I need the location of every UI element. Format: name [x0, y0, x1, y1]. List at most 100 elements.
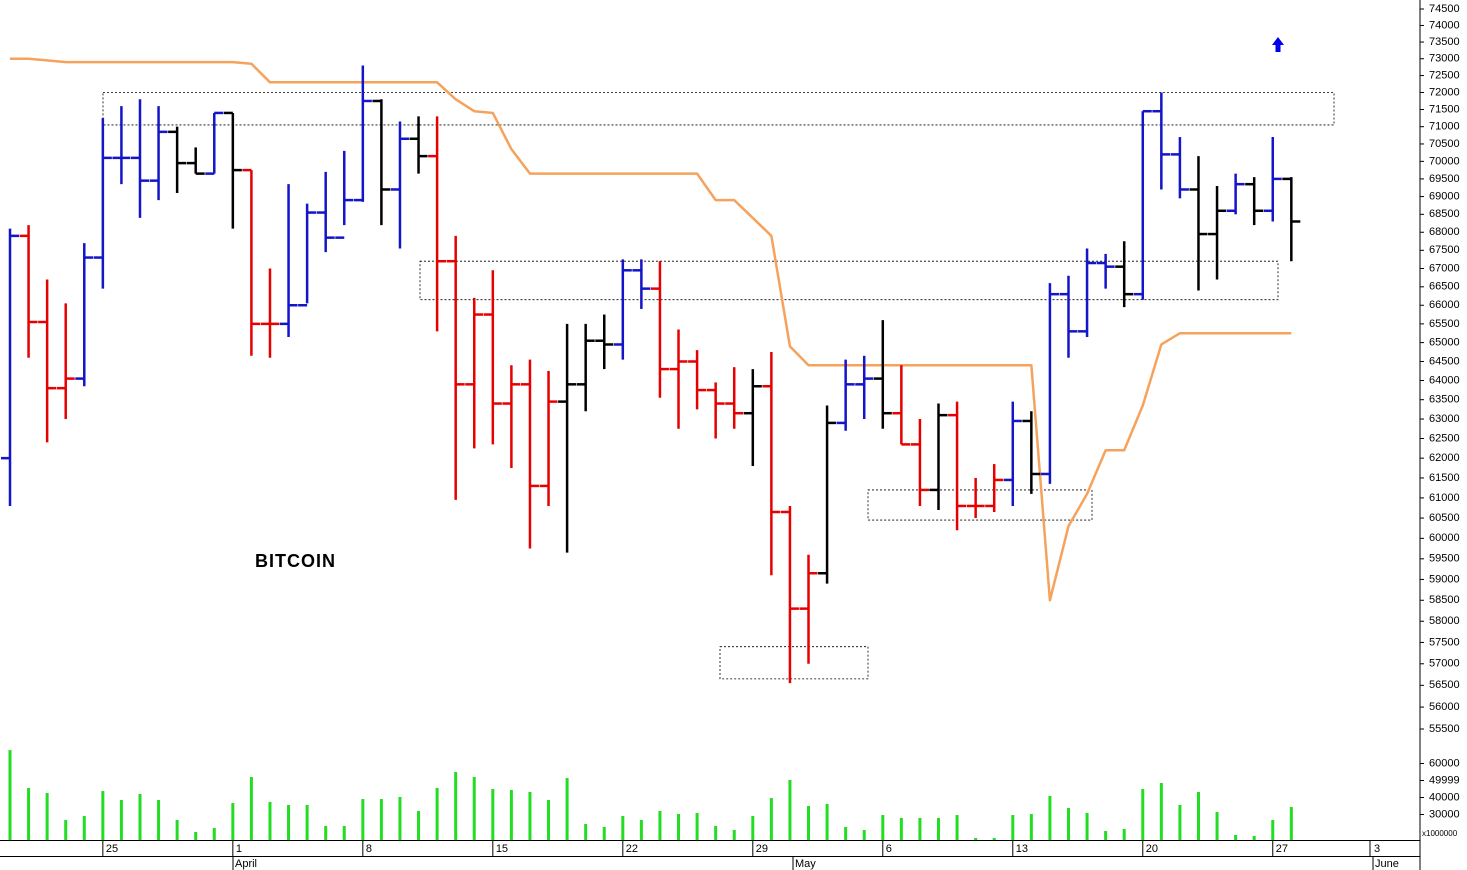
x-tick-label: 27 — [1276, 843, 1288, 855]
x-tick-label: 3 — [1374, 843, 1380, 855]
volume-bar — [807, 806, 811, 840]
volume-bar — [212, 828, 216, 840]
y-tick-label: 68000 — [1429, 226, 1460, 238]
volume-bar — [1196, 791, 1200, 840]
volume-bar — [1104, 830, 1108, 840]
volume-bar — [64, 820, 68, 840]
volume-bar — [417, 811, 421, 840]
volume-bar — [138, 794, 142, 840]
volume-bar — [565, 778, 569, 840]
month-label: June — [1375, 858, 1399, 870]
volume-bar — [27, 787, 31, 840]
volume-bar — [1271, 820, 1275, 840]
volume-bar — [231, 803, 235, 840]
x-tick-label: 29 — [756, 843, 768, 855]
volume-bar — [992, 837, 996, 840]
volume-bar — [454, 772, 458, 840]
y-tick-label: 56000 — [1429, 701, 1460, 713]
volume-bar — [45, 792, 49, 840]
volume-bar — [1234, 834, 1238, 840]
y-tick-label: 63000 — [1429, 413, 1460, 425]
volume-bar — [602, 826, 606, 840]
volume-bar — [695, 812, 699, 840]
volume-bar — [732, 829, 736, 840]
volume-bar — [324, 825, 328, 840]
y-tick-label: 62500 — [1429, 432, 1460, 444]
y-tick-label: 57000 — [1429, 658, 1460, 670]
volume-bar — [528, 791, 532, 840]
volume-bar — [639, 820, 643, 840]
volume-bar — [714, 825, 718, 840]
volume-bar — [1178, 804, 1182, 840]
y-tick-label: 70000 — [1429, 155, 1460, 167]
y-tick-label: 56500 — [1429, 679, 1460, 691]
y-tick-label: 57500 — [1429, 636, 1460, 648]
volume-bar — [361, 799, 365, 840]
x-tick-label: 13 — [1016, 843, 1028, 855]
y-tick-label: 66500 — [1429, 281, 1460, 293]
volume-bar — [342, 825, 346, 840]
trail-line — [10, 57, 1292, 602]
volume-bar — [1048, 795, 1052, 840]
volume-bar — [509, 790, 513, 840]
x-tick-label: 25 — [106, 843, 118, 855]
zone — [867, 489, 1093, 521]
y-tick-label: 58000 — [1429, 615, 1460, 627]
volume-bar — [268, 802, 272, 840]
y-tick-label: 64000 — [1429, 374, 1460, 386]
volume-bar — [435, 787, 439, 840]
volume-bar — [379, 799, 383, 840]
volume-bar — [788, 779, 792, 840]
volume-bar — [1011, 815, 1015, 840]
y-tick-label: 74500 — [1429, 3, 1460, 15]
y-tick-label: 64500 — [1429, 355, 1460, 367]
volume-unit: x1000000 — [1422, 829, 1458, 838]
x-tick-label: 20 — [1146, 843, 1158, 855]
y-tick-label: 74000 — [1429, 19, 1460, 31]
x-tick-label: 8 — [366, 843, 372, 855]
volume-bar — [1029, 813, 1033, 840]
volume-bar — [1122, 829, 1126, 840]
y-tick-label: 59500 — [1429, 553, 1460, 565]
y-tick-label: 65500 — [1429, 318, 1460, 330]
volume-bar — [584, 824, 588, 840]
volume-bar — [677, 813, 681, 840]
month-label: May — [795, 858, 816, 870]
y-tick-label: 71500 — [1429, 103, 1460, 115]
volume-bar — [769, 798, 773, 840]
volume-bar — [472, 777, 476, 840]
signal-arrow — [1272, 37, 1284, 52]
volume-bar — [194, 832, 198, 840]
y-tick-label: 73000 — [1429, 53, 1460, 65]
volume-bar — [1141, 789, 1145, 840]
y-tick-label: 69500 — [1429, 173, 1460, 185]
y-tick-label: 65000 — [1429, 337, 1460, 349]
y-tick-label: 73500 — [1429, 36, 1460, 48]
y-tick-label: 69000 — [1429, 190, 1460, 202]
volume-bar — [287, 804, 291, 840]
volume-bar — [305, 804, 309, 840]
volume-tick-label: 60000 — [1429, 757, 1460, 769]
volume-bar — [119, 799, 123, 840]
annotation: BITCOIN — [255, 551, 336, 571]
volume-tick-label: 30000 — [1429, 808, 1460, 820]
y-tick-label: 68500 — [1429, 208, 1460, 220]
y-tick-label: 58500 — [1429, 594, 1460, 606]
y-tick-label: 71000 — [1429, 121, 1460, 133]
x-tick-label: 6 — [886, 843, 892, 855]
volume-bar — [82, 816, 86, 840]
volume-bar — [157, 799, 161, 840]
month-label: April — [235, 858, 257, 870]
volume-bar — [1159, 782, 1163, 840]
volume-bar — [844, 826, 848, 840]
volume-bar — [937, 817, 940, 840]
y-tick-label: 67500 — [1429, 244, 1460, 256]
volume-bar — [491, 789, 495, 840]
y-tick-label: 63500 — [1429, 394, 1460, 406]
volume-bar — [398, 796, 402, 840]
volume-bar — [175, 820, 179, 840]
volume-bar — [547, 799, 551, 840]
